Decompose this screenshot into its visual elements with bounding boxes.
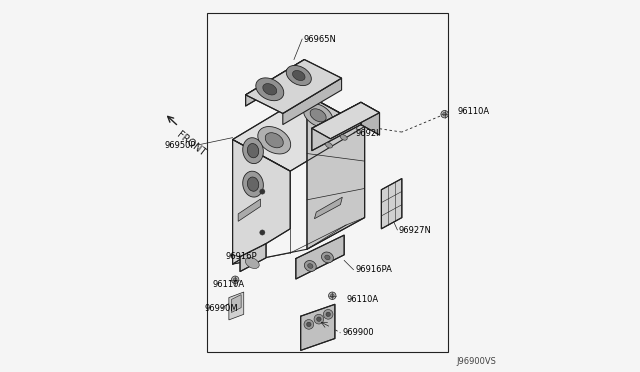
Polygon shape (314, 197, 342, 219)
Circle shape (317, 317, 321, 321)
Ellipse shape (292, 70, 305, 81)
Ellipse shape (286, 65, 311, 86)
Ellipse shape (243, 138, 264, 164)
Text: 9692l: 9692l (355, 129, 379, 138)
Circle shape (326, 312, 330, 317)
Text: 96110A: 96110A (346, 295, 378, 304)
Bar (207, 13, 449, 352)
Ellipse shape (303, 103, 333, 127)
Polygon shape (238, 199, 260, 221)
Polygon shape (312, 102, 380, 139)
Text: J96900VS: J96900VS (457, 357, 497, 366)
Polygon shape (232, 140, 291, 264)
Text: 96927N: 96927N (398, 226, 431, 235)
Ellipse shape (326, 142, 332, 148)
Polygon shape (246, 60, 342, 113)
Polygon shape (246, 60, 305, 106)
Ellipse shape (340, 135, 348, 140)
Circle shape (232, 276, 239, 283)
Text: 96110A: 96110A (212, 280, 244, 289)
Ellipse shape (305, 260, 316, 272)
Circle shape (307, 322, 311, 327)
Circle shape (260, 230, 265, 235)
Polygon shape (361, 102, 380, 135)
Ellipse shape (308, 264, 313, 268)
Circle shape (314, 314, 324, 324)
Circle shape (234, 278, 237, 282)
Ellipse shape (321, 252, 333, 263)
Text: 96110A: 96110A (458, 107, 490, 116)
Circle shape (328, 292, 336, 299)
Circle shape (330, 294, 334, 298)
Polygon shape (283, 78, 342, 125)
Ellipse shape (263, 84, 276, 95)
Ellipse shape (265, 133, 284, 148)
Ellipse shape (245, 257, 259, 269)
Ellipse shape (256, 78, 284, 101)
Ellipse shape (324, 255, 330, 260)
Circle shape (304, 320, 314, 329)
Polygon shape (301, 304, 335, 350)
Ellipse shape (310, 109, 326, 122)
Polygon shape (232, 95, 365, 171)
Polygon shape (312, 102, 361, 151)
Text: 96950P: 96950P (164, 141, 196, 150)
Text: 969900: 969900 (342, 328, 374, 337)
Circle shape (260, 189, 265, 194)
Ellipse shape (258, 126, 291, 154)
Polygon shape (296, 235, 344, 279)
Text: FRONT: FRONT (175, 129, 207, 158)
Polygon shape (240, 244, 266, 272)
Polygon shape (307, 95, 365, 249)
Polygon shape (381, 179, 402, 229)
Circle shape (443, 112, 447, 116)
Polygon shape (229, 292, 244, 320)
Ellipse shape (248, 144, 259, 158)
Ellipse shape (243, 171, 264, 197)
Text: 96916P: 96916P (226, 252, 257, 261)
Polygon shape (232, 295, 241, 312)
Text: 96990M: 96990M (205, 304, 238, 313)
Text: 96965N: 96965N (303, 35, 336, 44)
Circle shape (323, 310, 333, 319)
Ellipse shape (248, 177, 259, 191)
Text: 96916PA: 96916PA (355, 265, 392, 274)
Circle shape (441, 110, 449, 118)
